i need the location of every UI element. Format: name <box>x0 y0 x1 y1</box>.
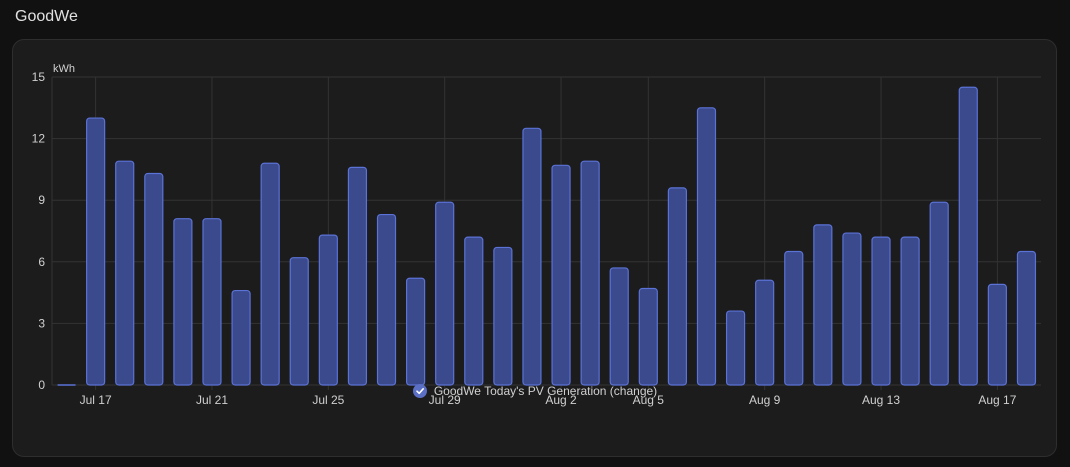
grid-layer <box>51 76 1041 390</box>
bar <box>144 172 164 386</box>
x-tick-label: Aug 9 <box>749 393 781 407</box>
bar <box>173 218 193 386</box>
axis-layer: 0 3 6 9 12 15 kWh Jul 17 Jul 21 Jul 25 Jul 29 Aug 2… <box>32 63 1017 407</box>
bar <box>958 86 978 386</box>
bar <box>871 236 891 386</box>
bar <box>696 107 717 386</box>
legend-label[interactable]: GoodWe Today's PV Generation (change) <box>433 384 658 398</box>
bar <box>522 127 542 386</box>
y-tick-label: 6 <box>38 255 45 269</box>
bar <box>667 187 687 386</box>
x-tick-label: Aug 2 <box>545 393 577 407</box>
y-tick-label: 0 <box>38 378 45 392</box>
bars-layer <box>57 86 1037 386</box>
bar <box>580 160 600 386</box>
bar <box>231 289 251 386</box>
y-tick-label: 15 <box>32 70 46 84</box>
bar <box>260 162 280 386</box>
bar <box>115 160 135 386</box>
bar <box>318 234 338 386</box>
bar <box>987 283 1007 386</box>
bar <box>376 213 397 386</box>
bar <box>900 236 920 386</box>
page-title: GoodWe <box>15 8 78 25</box>
bar <box>1016 250 1037 386</box>
bar <box>86 117 106 386</box>
bar <box>435 201 455 386</box>
bar <box>638 287 658 386</box>
y-tick-label: 3 <box>38 316 45 330</box>
checkmark-icon <box>416 388 424 395</box>
bar <box>842 232 862 386</box>
y-axis-label: kWh <box>53 63 75 75</box>
legend: GoodWe Today's PV Generation (change) <box>0 384 1070 398</box>
bar <box>347 166 368 386</box>
bar <box>784 250 804 386</box>
bar <box>493 246 513 386</box>
bar <box>464 236 484 386</box>
bar <box>551 164 571 386</box>
bar <box>289 257 309 386</box>
bar <box>929 201 949 386</box>
x-tick-label: Jul 21 <box>196 393 228 407</box>
x-tick-label: Jul 29 <box>429 393 461 407</box>
bar <box>725 310 746 386</box>
x-tick-label: Jul 17 <box>80 393 112 407</box>
x-tick-label: Jul 25 <box>312 393 344 407</box>
bar <box>202 218 222 386</box>
y-tick-label: 9 <box>38 193 45 207</box>
x-tick-label: Aug 5 <box>633 393 665 407</box>
bar <box>755 279 775 386</box>
x-tick-label: Aug 13 <box>862 393 900 407</box>
bar <box>813 224 833 386</box>
x-tick-label: Aug 17 <box>978 393 1016 407</box>
bar <box>406 277 426 386</box>
bar <box>609 267 629 386</box>
legend-checkbox[interactable] <box>412 384 427 398</box>
y-tick-label: 12 <box>32 132 46 146</box>
